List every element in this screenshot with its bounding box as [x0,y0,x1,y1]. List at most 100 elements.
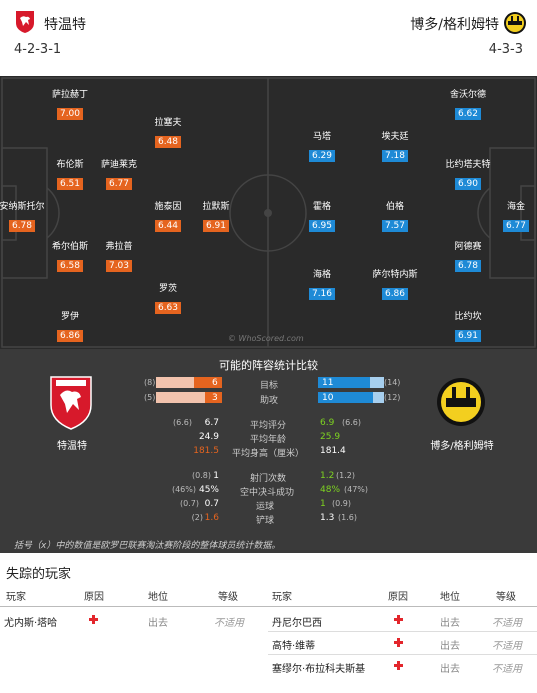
col-level-home: 等级 [218,592,238,603]
col-reason-home: 原因 [84,592,104,603]
player-rating: 6.78 [454,260,482,272]
away-player[interactable]: 比约坎 6.91 [454,312,482,342]
bodo-glimt-crest-icon [437,378,485,426]
missing-players-title: 失踪的玩家 [6,567,72,582]
home-goals-bar [194,377,222,388]
player-rating: 6.91 [454,330,482,342]
stat-row-aerials: (46%) 45% 空中决斗成功 48% (47%) [171,485,369,498]
missing-status: 出去 [440,641,460,652]
away-player[interactable]: 萨尔特内斯 6.86 [372,270,418,300]
home-goals-bar-bg [156,377,222,388]
home-player[interactable]: 安纳斯托尔 6.78 [0,202,45,232]
home-team-label[interactable]: 特温特 [57,441,87,452]
away-player[interactable]: 伯格 7.57 [355,202,435,232]
player-rating: 6.86 [56,330,84,342]
player-rating: 6.63 [154,302,182,314]
away-goals-bar [318,377,370,388]
home-assists-value: 3 [212,393,218,403]
stat-row-tackles: (2) 1.6 铲球 1.3 (1.6) [191,513,357,526]
home-player[interactable]: 拉塞夫 6.48 [154,118,182,148]
player-rating: 6.90 [454,178,482,190]
player-rating: 6.44 [154,220,182,232]
player-rating: 6.48 [154,136,182,148]
home-formation: 4-2-3-1 [14,42,62,57]
away-formation: 4-3-3 [488,42,523,57]
whoscored-watermark: © WhoScored.com [228,334,304,343]
missing-level: 不适用 [492,618,522,629]
stat-row-dribbles: (0.7) 0.7 运球 1 (0.9) [180,499,351,512]
lineup-stats-comparison: 可能的阵容统计比较 特温特 博多/格利姆特 (8) 6 目标 11 (14) (… [0,349,537,553]
home-player[interactable]: 罗茨 6.63 [128,284,208,314]
formation-pitch: 萨拉赫丁 7.00 拉塞夫 6.48 布伦斯 6.51 萨迪莱克 6.77 安纳… [0,76,537,349]
home-player[interactable]: 拉默斯 6.91 [202,202,230,232]
player-rating: 6.58 [56,260,84,272]
player-rating: 6.51 [56,178,84,190]
col-level-away: 等级 [496,592,516,603]
away-team-label[interactable]: 博多/格利姆特 [430,441,494,452]
missing-status: 出去 [148,618,168,629]
col-status-home: 地位 [148,592,168,603]
missing-players: 失踪的玩家 玩家 原因 地位 等级 玩家 原因 地位 等级 尤内斯·塔哈 出去 … [0,553,537,693]
goals-label: 目标 [260,381,279,391]
away-player[interactable]: 海金 6.77 [476,202,537,232]
twente-crest-icon [50,376,92,430]
assists-label: 助攻 [260,396,279,406]
col-player-home: 玩家 [6,592,26,603]
home-goals-value: 6 [212,378,218,388]
away-player[interactable]: 马塔 6.29 [282,132,362,162]
missing-player-name[interactable]: 塞缪尔·布拉科夫斯基 [272,664,366,675]
injury-cross-icon [394,661,403,670]
player-rating: 6.91 [202,220,230,232]
away-player[interactable]: 海格 7.16 [282,270,362,300]
home-player[interactable]: 弗拉普 7.03 [105,242,133,272]
missing-player-name[interactable]: 尤内斯·塔哈 [4,618,58,629]
player-rating: 6.62 [454,108,482,120]
away-goals-value: 11 [322,378,334,388]
col-status-away: 地位 [440,592,460,603]
missing-player-name[interactable]: 高特·维蒂 [272,641,316,652]
away-player[interactable]: 霍格 6.95 [282,202,362,232]
home-player[interactable]: 罗伊 6.86 [30,312,110,342]
stat-row-avg-age: 24.9 平均年龄 25.9 [198,432,341,445]
home-assists-paren: (5) [144,393,156,402]
away-player[interactable]: 比约塔夫特 6.90 [445,160,491,190]
stat-row-avg-rating: (6.6) 6.7 平均评分 6.9 (6.6) [173,418,361,431]
home-player[interactable]: 萨迪莱克 6.77 [100,160,137,190]
player-rating: 7.00 [56,108,84,120]
away-player[interactable]: 阿德赛 6.78 [454,242,482,272]
home-player[interactable]: 希尔伯斯 6.58 [51,242,88,272]
col-player-away: 玩家 [272,592,292,603]
home-player[interactable]: 萨拉赫丁 7.00 [51,90,88,120]
home-team-name[interactable]: 特温特 [44,17,86,33]
home-player[interactable]: 施泰因 6.44 [154,202,182,232]
away-team-name[interactable]: 博多/格利姆特 [410,17,499,33]
player-rating: 6.95 [308,220,336,232]
away-player[interactable]: 舍沃尔德 6.62 [449,90,486,120]
pitch-lines [1,77,536,348]
player-rating: 6.77 [502,220,530,232]
missing-level: 不适用 [492,641,522,652]
row-divider [268,631,537,632]
missing-level: 不适用 [214,618,244,629]
player-rating: 7.03 [105,260,133,272]
home-player[interactable]: 布伦斯 6.51 [56,160,84,190]
injury-cross-icon [394,615,403,624]
away-goals-paren: (14) [384,378,401,387]
away-player[interactable]: 埃夫廷 7.18 [381,132,409,162]
player-rating: 7.57 [381,220,409,232]
stat-row-shots: (0.8) 1 射门次数 1.2 (1.2) [192,471,355,484]
player-rating: 6.29 [308,150,336,162]
player-rating: 7.16 [308,288,336,300]
missing-player-name[interactable]: 丹尼尔巴西 [272,618,322,629]
player-rating: 6.77 [105,178,133,190]
stats-title: 可能的阵容统计比较 [219,359,318,372]
col-reason-away: 原因 [388,592,408,603]
injury-cross-icon [394,638,403,647]
injury-cross-icon [89,615,98,624]
player-rating: 7.18 [381,150,409,162]
away-assists-value: 10 [322,393,334,403]
away-assists-paren: (12) [384,393,401,402]
table-divider [0,606,537,607]
row-divider [268,654,537,655]
missing-status: 出去 [440,664,460,675]
